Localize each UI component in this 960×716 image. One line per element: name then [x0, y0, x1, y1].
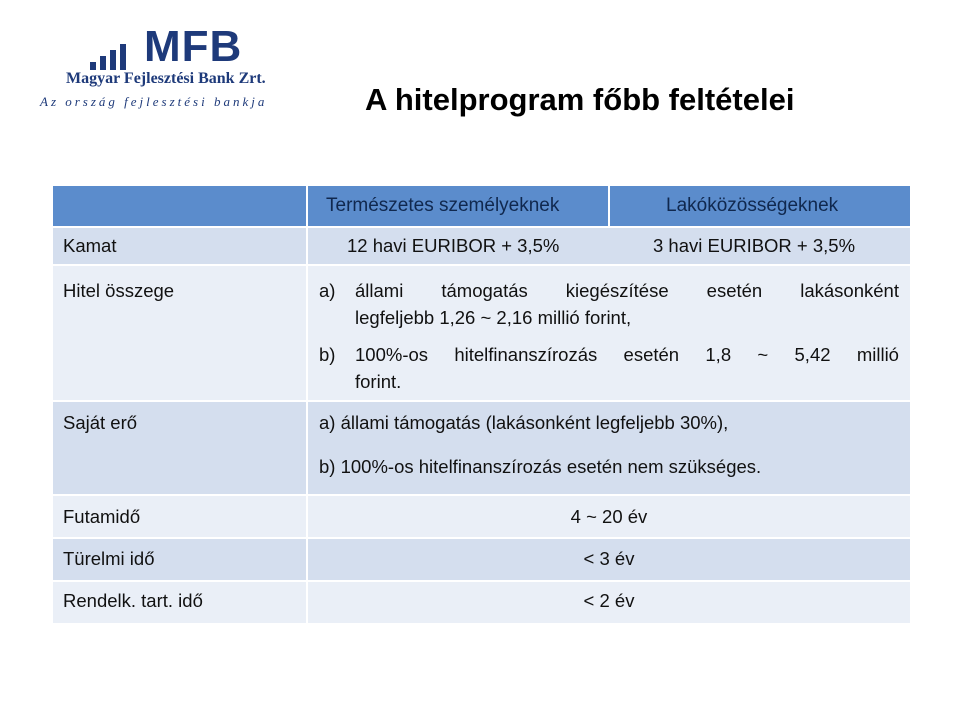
sajat-b-text: b) 100%-os hitelfinanszírozás esetén nem… [319, 456, 762, 477]
conditions-table: Természetes személyeknek Lakóközösségekn… [53, 186, 910, 623]
logo-slogan: Az ország fejlesztési bankja [40, 94, 268, 109]
hitel-b-word: 100%-os [355, 344, 429, 365]
row-turelmi-ido [53, 539, 910, 580]
rendelk-label: Rendelk. tart. idő [63, 590, 203, 611]
hitel-a-word: támogatás [441, 280, 528, 301]
kamat-natural-value: 12 havi EURIBOR + 3,5% [347, 235, 560, 256]
hitel-b-marker: b) [319, 344, 336, 365]
mfb-logo: MFB Magyar Fejlesztési Bank Zrt. Az orsz… [40, 22, 280, 114]
header-communities-label: Lakóközösségeknek [666, 195, 839, 216]
rendelk-value: < 2 év [583, 590, 635, 611]
hitel-label: Hitel összege [63, 280, 175, 301]
hitel-b-word: 1,8 [705, 344, 732, 365]
page-title: A hitelprogram főbb feltételei [365, 82, 795, 117]
header-natural-persons-label: Természetes személyeknek [326, 195, 560, 216]
sajat-label: Saját erő [63, 412, 138, 433]
hitel-b-word: hitelfinanszírozás [454, 344, 598, 365]
row-kamat [53, 228, 910, 264]
row-sajat-ero [53, 402, 910, 494]
hitel-b-line1: 100%-os hitelfinanszírozás esetén 1,8 ~ … [355, 344, 899, 366]
hitel-b-word: ~ [757, 344, 769, 365]
hitel-b-line2: forint. [355, 371, 402, 392]
row-hitel-osszege [53, 266, 910, 400]
header-natural-persons: Természetes személyeknek [308, 186, 608, 226]
hitel-a-marker: a) [319, 280, 336, 301]
header-column-divider [608, 186, 610, 226]
hitel-a-word: esetén [706, 280, 763, 301]
futamido-label: Futamidő [63, 506, 141, 527]
hitel-a-line1: állami támogatás kiegészítése esetén lak… [355, 280, 899, 302]
kamat-label: Kamat [63, 235, 117, 256]
column-divider [306, 186, 308, 623]
hitel-a-word: állami [355, 280, 404, 301]
header-communities: Lakóközösségeknek [610, 186, 910, 226]
hitel-a-word: lakásonként [800, 280, 899, 301]
header-row [53, 186, 910, 226]
logo-name: MFB [144, 22, 243, 71]
futamido-value: 4 ~ 20 év [570, 506, 648, 527]
hitel-a-word: kiegészítése [565, 280, 669, 301]
hitel-a-line2: legfeljebb 1,26 ~ 2,16 millió forint, [355, 307, 632, 328]
logo-bank-name: Magyar Fejlesztési Bank Zrt. [66, 70, 266, 87]
hitel-b-word: 5,42 [794, 344, 831, 365]
row-rendelk-tart-ido [53, 582, 910, 623]
sajat-a-text: a) állami támogatás (lakásonként legfelj… [319, 412, 729, 433]
hitel-b-word: esetén [623, 344, 680, 365]
hitel-b-word: millió [856, 344, 899, 365]
turelmi-value: < 3 év [583, 548, 635, 569]
turelmi-label: Türelmi idő [63, 548, 155, 569]
logo-bars-icon [90, 32, 150, 70]
kamat-community-value: 3 havi EURIBOR + 3,5% [653, 235, 856, 256]
row-futamido [53, 496, 910, 537]
